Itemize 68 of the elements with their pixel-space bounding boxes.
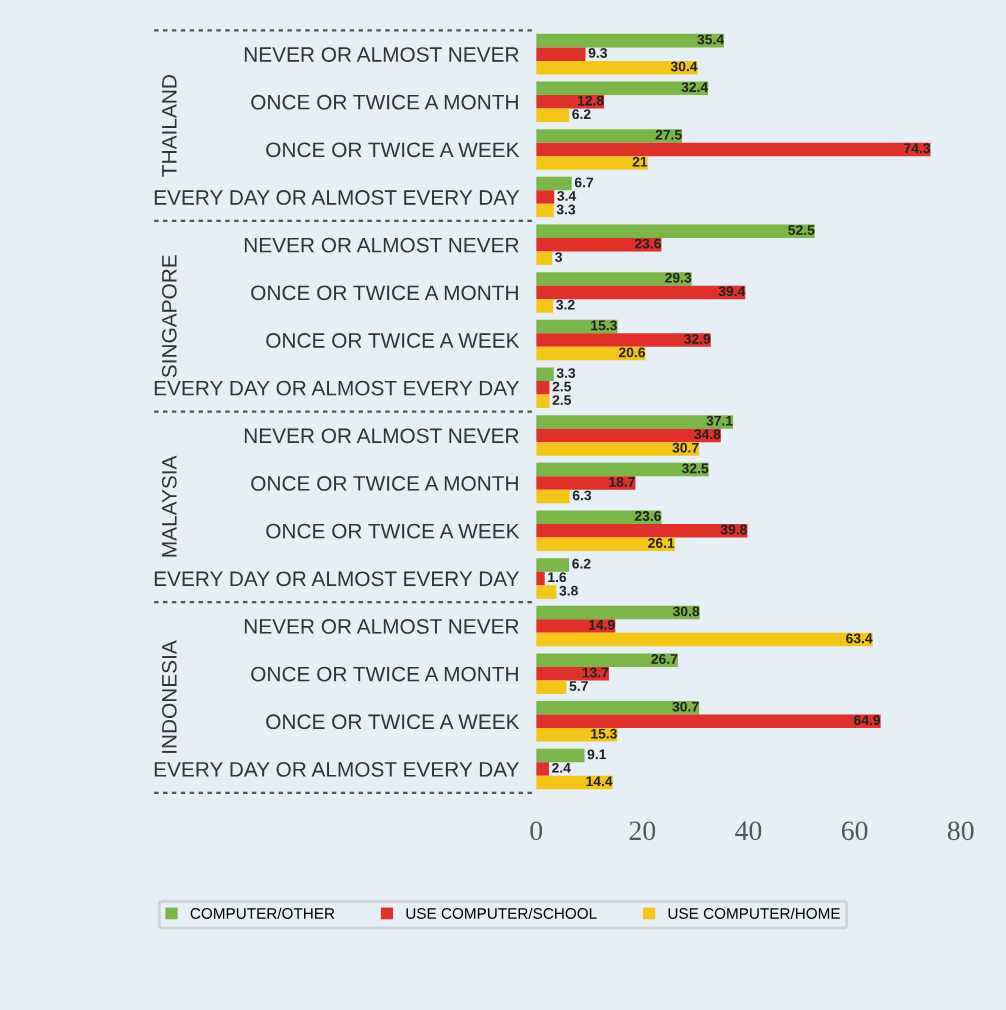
x-tick-label: 60 — [841, 821, 868, 841]
bar — [536, 462, 709, 477]
bar — [536, 367, 554, 381]
bar — [536, 428, 721, 443]
bar — [536, 619, 616, 633]
y-tick-label: NEVER OR ALMOST NEVER — [244, 428, 519, 444]
bar — [536, 585, 557, 599]
bar — [536, 95, 605, 109]
bar — [536, 203, 554, 218]
bar — [536, 571, 545, 586]
bar — [536, 299, 554, 313]
bar — [536, 176, 572, 191]
y-tick-label: NEVER OR ALMOST NEVER — [244, 47, 519, 62]
bar — [536, 394, 550, 408]
bar — [536, 415, 734, 429]
text: INDONESIA — [161, 640, 177, 753]
bar — [536, 285, 746, 300]
bar — [536, 748, 585, 763]
x-tick-label: 80 — [947, 821, 974, 841]
bar — [536, 190, 555, 204]
bar — [536, 510, 662, 524]
y-tick-label: NEVER OR ALMOST NEVER — [244, 619, 519, 634]
bar — [536, 238, 662, 252]
x-tick-label: 40 — [735, 821, 762, 841]
y-tick-label: ONCE OR TWICE A MONTH — [251, 476, 518, 491]
bar — [536, 156, 648, 170]
bar — [536, 523, 748, 538]
x-tick-label: 20 — [629, 821, 656, 841]
y-tick-label: NEVER OR ALMOST NEVER — [244, 237, 519, 253]
text: THAILAND — [162, 75, 177, 177]
y-tick-label: EVERY DAY OR ALMOST EVERY DAY — [154, 190, 520, 205]
bar — [536, 558, 570, 572]
y-tick-label: EVERY DAY OR ALMOST EVERY DAY — [154, 380, 520, 396]
bar — [536, 47, 586, 61]
bar — [536, 680, 567, 694]
bar — [536, 442, 700, 456]
y-tick-label: ONCE OR TWICE A WEEK — [266, 142, 520, 158]
bar — [536, 701, 700, 715]
bar — [536, 81, 709, 96]
bar — [536, 60, 698, 75]
bar — [536, 489, 570, 504]
text: MALAYSIA — [161, 455, 177, 557]
y-tick-label: EVERY DAY OR ALMOST EVERY DAY — [154, 571, 520, 587]
y-tick-label: ONCE OR TWICE A WEEK — [266, 714, 520, 730]
bar — [536, 653, 678, 667]
bar — [536, 728, 618, 742]
bar — [536, 632, 873, 647]
y-tick-label: ONCE OR TWICE A MONTH — [251, 94, 518, 110]
y-tick-label: ONCE OR TWICE A MONTH — [251, 666, 518, 682]
text: SINGAPORE — [161, 255, 177, 378]
bar — [536, 108, 570, 123]
bar — [536, 129, 683, 143]
y-tick-label: EVERY DAY OR ALMOST EVERY DAY — [154, 762, 520, 777]
y-tick-label: ONCE OR TWICE A MONTH — [251, 285, 518, 301]
y-tick-label: ONCE OR TWICE A WEEK — [266, 333, 520, 348]
bar — [536, 762, 549, 776]
bar — [536, 142, 931, 157]
x-tick-label: 0 — [530, 821, 543, 841]
y-tick-label: ONCE OR TWICE A WEEK — [266, 523, 520, 539]
bar — [536, 537, 675, 551]
bar — [536, 605, 700, 620]
bar — [536, 476, 636, 490]
bar — [536, 33, 725, 48]
bar — [536, 272, 692, 286]
bar — [536, 714, 881, 729]
bar — [536, 333, 711, 347]
bar — [536, 251, 553, 266]
bar — [536, 224, 815, 239]
